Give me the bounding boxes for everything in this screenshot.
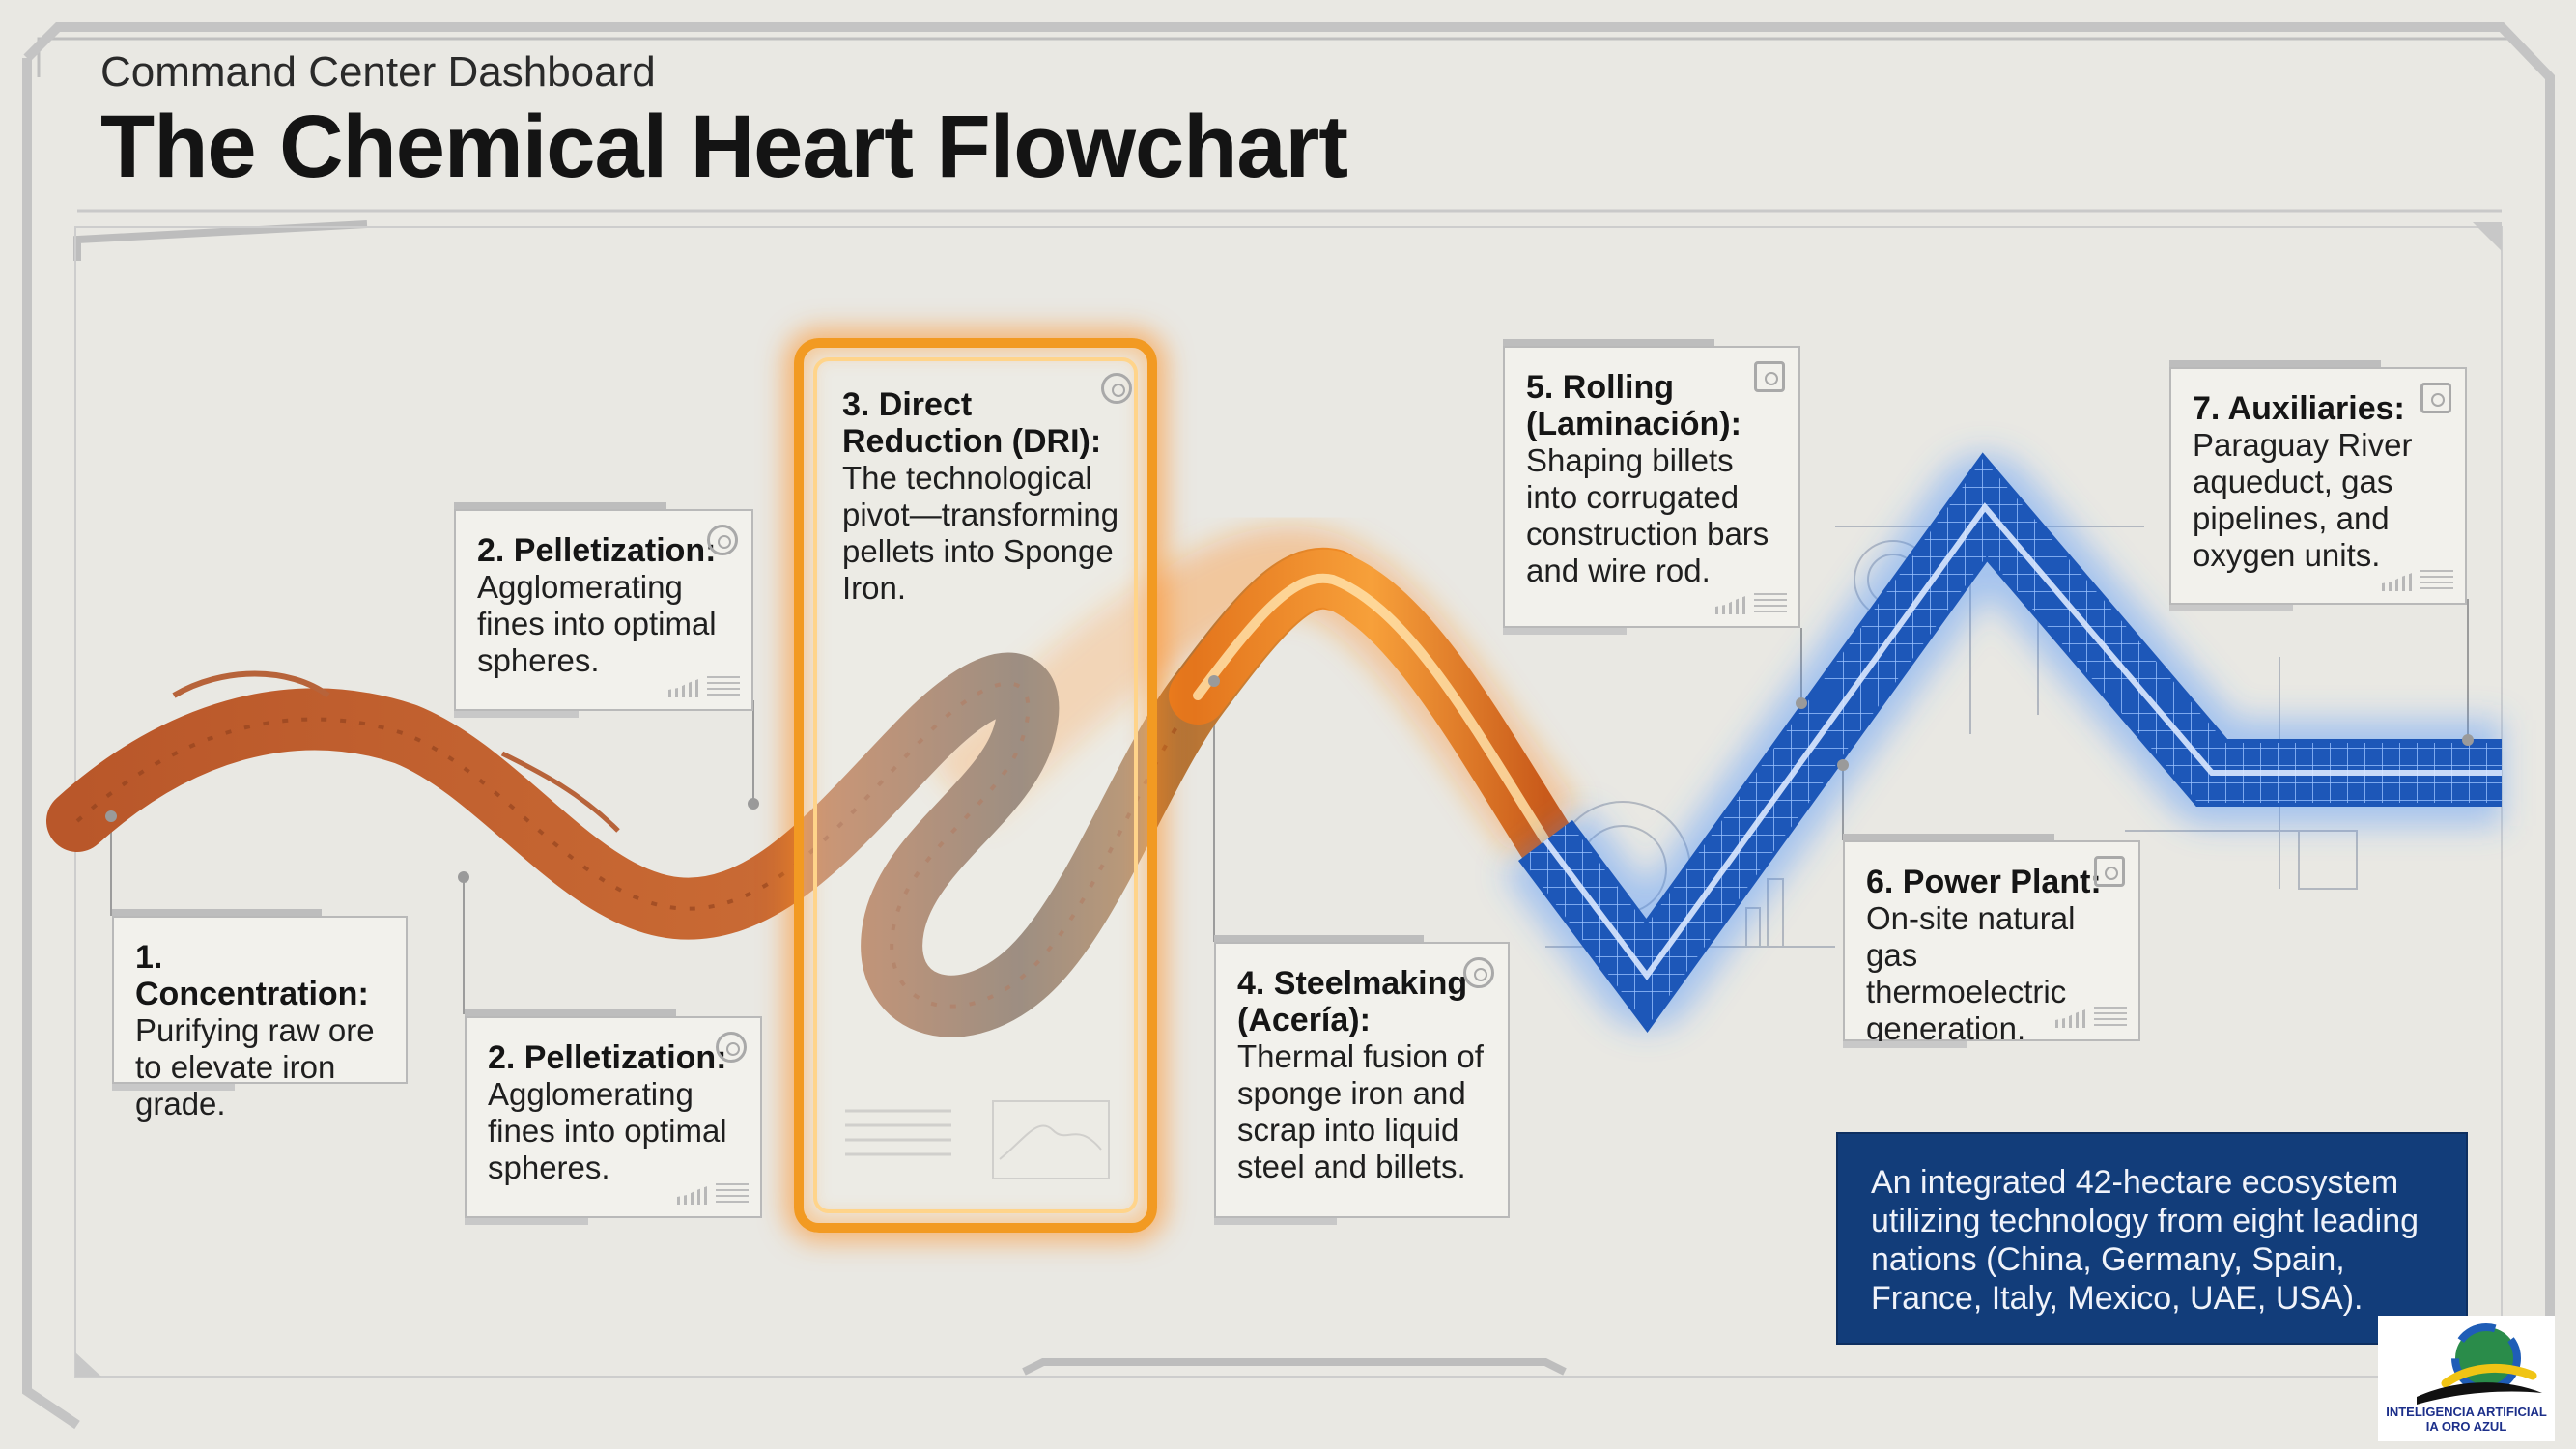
frame-outer-left	[22, 58, 80, 1430]
step-description: Thermal fusion of sponge iron and scrap …	[1237, 1038, 1484, 1184]
summary-panel: An integrated 42-hectare ecosystem utili…	[1838, 1134, 2466, 1343]
frame-corner-tr	[2473, 222, 2502, 251]
gear-icon	[716, 1032, 747, 1063]
step-heading: 5. Rolling (Laminación):	[1526, 369, 1741, 442]
step-description: Agglomerating fines into optimal spheres…	[488, 1076, 727, 1185]
step-description: The technological pivot—transforming pel…	[842, 460, 1119, 606]
globe-swoosh-icon	[2417, 1323, 2542, 1405]
step-card-pelletization-upper: 2. Pelletization: Agglomerating fines in…	[454, 502, 753, 718]
step-description: Agglomerating fines into optimal spheres…	[477, 569, 717, 678]
step-description: Purifying raw ore to elevate iron grade.	[135, 1012, 375, 1122]
connector-dots	[105, 675, 2474, 883]
page-title: The Chemical Heart Flowchart	[100, 98, 1348, 196]
bar-chart-icon	[677, 1185, 710, 1205]
step-description: Shaping billets into corrugated construc…	[1526, 442, 1769, 588]
step-heading: 7. Auxiliaries:	[2193, 390, 2405, 427]
step-card-power-plant: 6. Power Plant: On-site natural gas ther…	[1843, 834, 2140, 1048]
molecule-icon	[1101, 373, 1132, 404]
logo-text: INTELIGENCIA ARTIFICIAL IA ORO AZUL	[2378, 1405, 2555, 1434]
brand-logo: INTELIGENCIA ARTIFICIAL IA ORO AZUL	[2378, 1316, 2555, 1441]
bar-chart-icon	[668, 678, 701, 697]
step-description: Paraguay River aqueduct, gas pipelines, …	[2193, 427, 2413, 573]
dashboard-subtitle: Command Center Dashboard	[100, 48, 656, 96]
step-heading: 6. Power Plant:	[1866, 864, 2102, 900]
step-card-rolling: 5. Rolling (Laminación): Shaping billets…	[1503, 339, 1800, 635]
step-card-pelletization-lower: 2. Pelletization: Agglomerating fines in…	[465, 1009, 762, 1225]
frame-inner-top	[73, 220, 368, 261]
chart-icon	[1754, 361, 1785, 392]
step-description: On-site natural gas thermoelectric gener…	[1866, 900, 2076, 1046]
lines-icon	[2420, 570, 2453, 591]
dri-decor	[845, 1100, 1110, 1179]
bar-chart-icon	[1715, 595, 1748, 614]
lines-icon	[707, 676, 740, 697]
frame-bottom-tab	[1022, 1358, 1567, 1376]
frame-outer	[23, 22, 2555, 1352]
step-card-concentration: 1. Concentration: Purifying raw ore to e…	[112, 909, 408, 1122]
gear-icon	[707, 525, 738, 555]
step-heading: 1. Concentration:	[135, 939, 369, 1012]
frame-corner-bl	[75, 1352, 101, 1377]
step-card-steelmaking: 4. Steelmaking (Acería): Thermal fusion …	[1214, 935, 1510, 1225]
molten-ribbon	[1169, 549, 1574, 869]
step-heading: 2. Pelletization:	[477, 532, 717, 569]
gauge-icon	[1463, 957, 1494, 988]
lines-icon	[2094, 1007, 2127, 1028]
logo-line-2: IA ORO AZUL	[2425, 1419, 2507, 1434]
step-card-direct-reduction: 3. Direct Reduction (DRI): The technolog…	[821, 365, 1140, 655]
bar-chart-icon	[2382, 572, 2415, 591]
logo-line-1: INTELIGENCIA ARTIFICIAL	[2386, 1405, 2547, 1419]
dri-highlight-frame	[794, 338, 1157, 1233]
lines-icon	[1754, 593, 1787, 614]
power-plant-icon	[2094, 856, 2125, 887]
step-heading: 3. Direct Reduction (DRI):	[842, 386, 1102, 460]
step-card-auxiliaries: 7. Auxiliaries: Paraguay River aqueduct,…	[2169, 360, 2467, 611]
lines-icon	[716, 1183, 749, 1205]
step-heading: 4. Steelmaking (Acería):	[1237, 965, 1468, 1038]
step-heading: 2. Pelletization:	[488, 1039, 727, 1076]
frame-top-line	[37, 37, 2511, 77]
tower-icon	[2420, 383, 2451, 413]
